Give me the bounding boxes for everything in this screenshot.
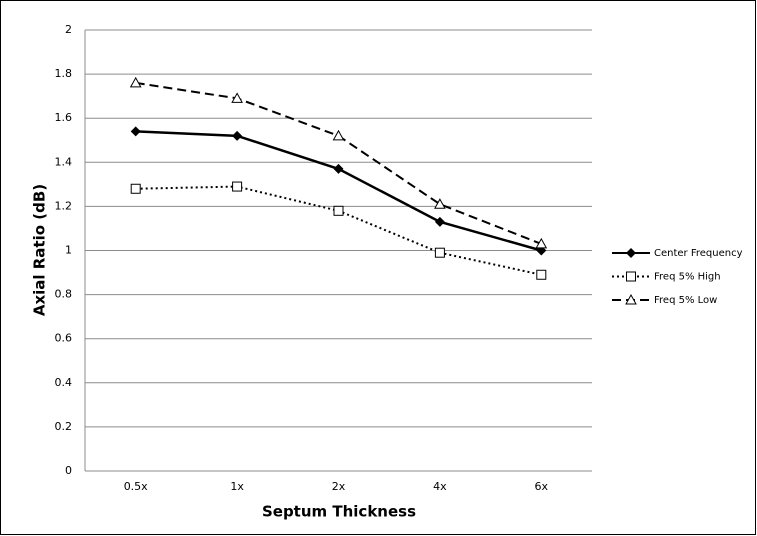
- y-tick-label: 0.4: [55, 376, 73, 389]
- marker: [232, 130, 243, 141]
- marker: [333, 205, 344, 216]
- y-tick-label: 1.8: [55, 67, 73, 80]
- marker: [434, 216, 445, 227]
- marker: [232, 181, 243, 192]
- y-tick-label: 1.6: [55, 111, 73, 124]
- legend-label: Freq 5% Low: [654, 295, 717, 306]
- x-tick-label: 4x: [433, 480, 447, 493]
- y-tick-label: 0: [65, 464, 72, 477]
- y-axis-title: Axial Ratio (dB): [31, 184, 49, 316]
- y-tick-label: 1.2: [55, 199, 73, 212]
- marker: [434, 247, 445, 258]
- legend-label: Freq 5% High: [654, 272, 721, 283]
- marker: [625, 293, 637, 305]
- y-tick-label: 2: [65, 23, 72, 36]
- marker: [626, 271, 636, 282]
- legend-entry: Center Frequency: [612, 248, 743, 259]
- marker: [434, 198, 446, 209]
- x-tick-label: 1x: [230, 480, 244, 493]
- marker: [130, 126, 141, 137]
- legend-label: Center Frequency: [654, 248, 743, 259]
- marker: [536, 269, 547, 280]
- legend-entry: Freq 5% High: [612, 271, 721, 283]
- y-tick-label: 0.6: [55, 332, 73, 345]
- marker: [332, 129, 345, 141]
- marker: [130, 183, 141, 194]
- y-tick-label: 1: [65, 244, 72, 257]
- x-tick-label: 2x: [332, 480, 346, 493]
- y-tick-label: 0.2: [55, 420, 73, 433]
- marker: [626, 248, 636, 258]
- marker: [535, 237, 548, 249]
- marker: [333, 163, 344, 174]
- marker: [129, 76, 142, 88]
- y-tick-label: 1.4: [55, 155, 73, 168]
- x-tick-label: 0.5x: [124, 480, 148, 493]
- x-tick-label: 6x: [535, 480, 549, 493]
- marker: [231, 92, 243, 103]
- legend-entry: Freq 5% Low: [612, 293, 717, 306]
- y-tick-label: 0.8: [55, 288, 73, 301]
- x-axis-title: Septum Thickness: [262, 503, 416, 521]
